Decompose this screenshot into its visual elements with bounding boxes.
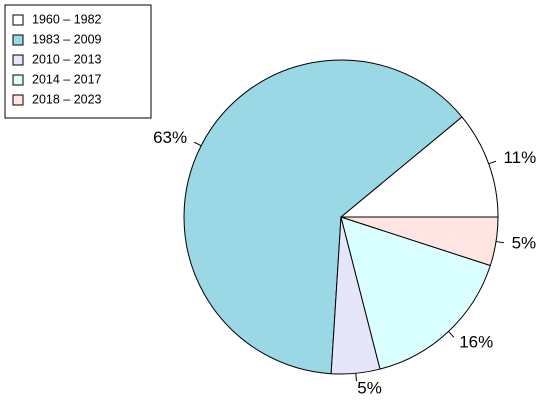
pie-tick-4 [448, 331, 455, 338]
pie-tick-3 [355, 373, 358, 382]
pie-label-3: 5% [357, 378, 382, 397]
pie-label-2: 63% [153, 128, 187, 147]
pie-tick-1 [488, 160, 497, 165]
pie-label-4: 16% [459, 332, 493, 351]
legend-label-3: 2010 – 2013 [32, 52, 102, 66]
pie-label-ticks [193, 141, 504, 382]
pie-tick-5 [495, 241, 504, 244]
legend: 1960 – 1982 1983 – 2009 2010 – 2013 2014 – … [4, 4, 152, 119]
legend-swatch-4 [12, 74, 24, 86]
pie-tick-2 [193, 141, 202, 147]
pie-slice-2 [183, 59, 463, 375]
legend-swatch-5 [12, 94, 24, 106]
legend-swatch-3 [12, 54, 24, 66]
pie-label-5: 5% [512, 234, 537, 253]
legend-label-1: 1960 – 1982 [32, 12, 102, 26]
legend-box [4, 4, 152, 119]
pie-slice-1 [339, 116, 499, 218]
legend-swatch-1 [12, 14, 24, 26]
pie-labels: 11% 63% 5% 16% 5% [153, 128, 536, 397]
pie-slice-5 [340, 216, 499, 267]
pie-label-1: 11% [503, 148, 536, 167]
legend-label-4: 2014 – 2017 [32, 72, 102, 86]
legend-label-2: 1983 – 2009 [32, 32, 102, 46]
legend-label-5: 2018 – 2023 [32, 92, 102, 106]
legend-swatch-2 [12, 34, 24, 46]
pie-slices [183, 59, 499, 375]
